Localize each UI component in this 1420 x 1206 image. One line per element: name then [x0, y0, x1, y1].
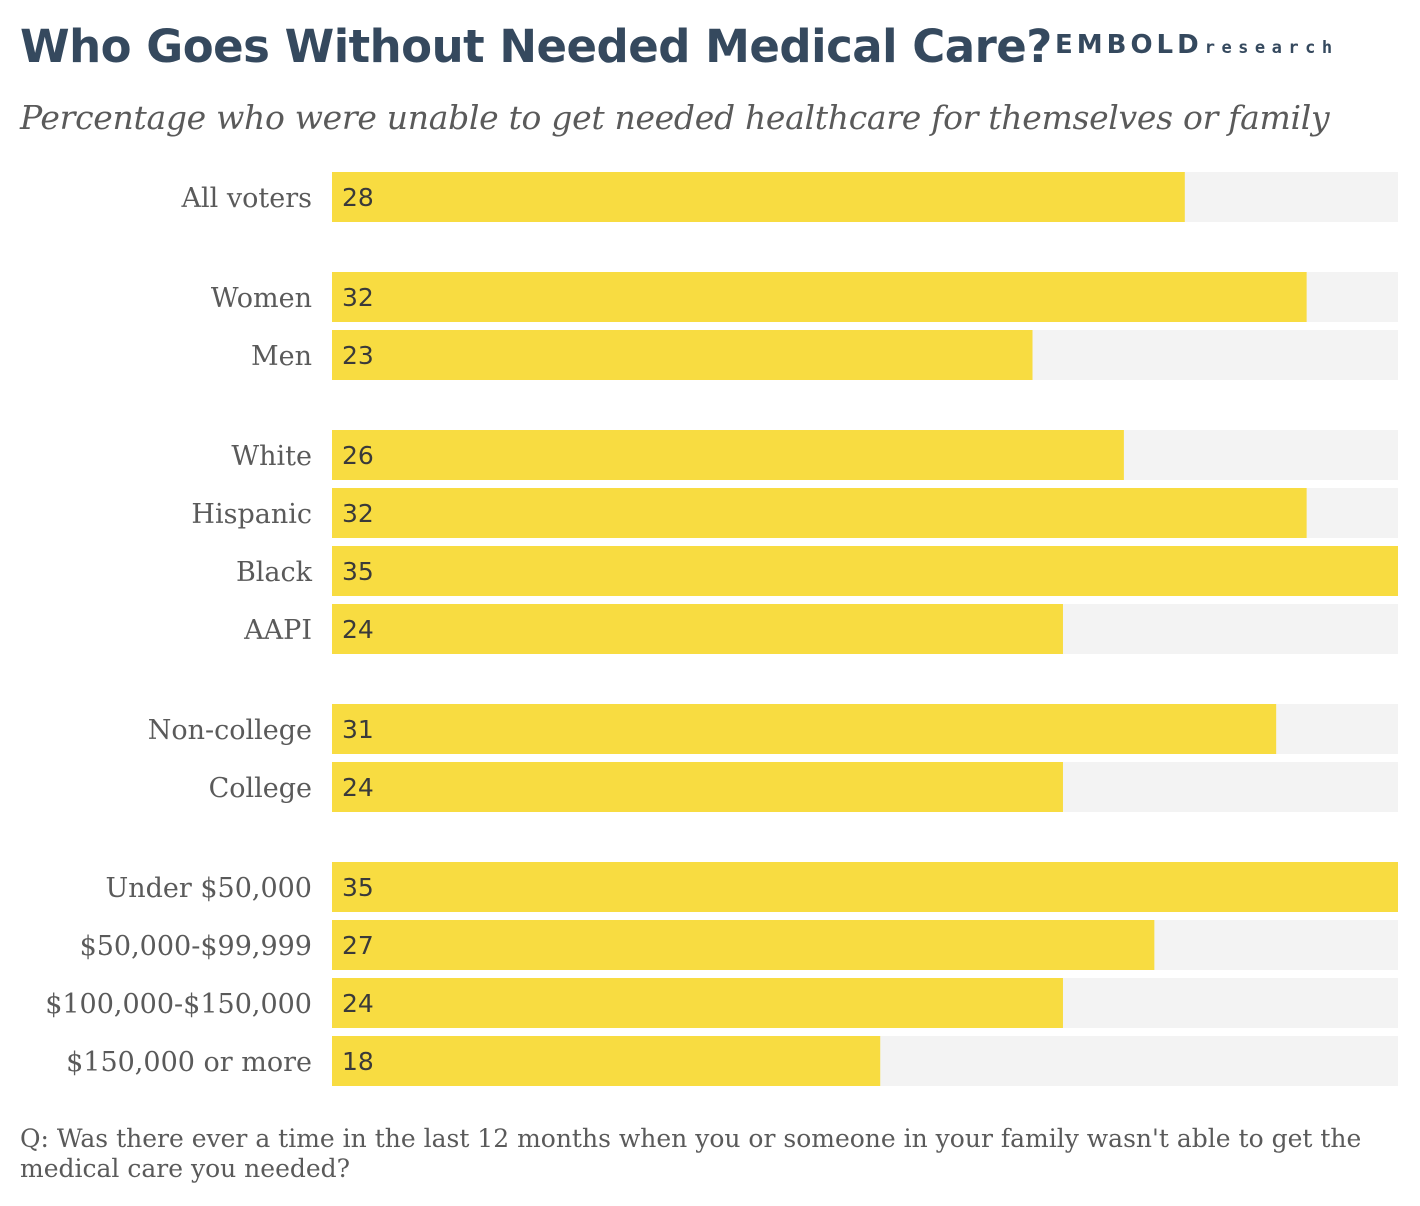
category-label-college: College	[209, 773, 312, 804]
bar-all-voters	[332, 172, 1185, 222]
bar-white	[332, 430, 1124, 480]
bar-hispanic	[332, 488, 1307, 538]
category-label-aapi: AAPI	[243, 615, 312, 646]
logo-main-text: EMBOLD	[1055, 30, 1203, 60]
value-label-100-000-150-000: 24	[342, 989, 374, 1018]
logo-sub-text: research	[1204, 38, 1339, 58]
bar-150-000-or-more	[332, 1036, 881, 1086]
bar-black	[332, 546, 1398, 596]
category-label-non-college: Non-college	[148, 715, 312, 746]
bar-aapi	[332, 604, 1063, 654]
category-label-100-000-150-000: $100,000-$150,000	[45, 989, 312, 1020]
category-label-men: Men	[251, 341, 312, 372]
value-label-hispanic: 32	[342, 499, 374, 528]
category-label-black: Black	[236, 557, 313, 588]
value-label-150-000-or-more: 18	[342, 1047, 374, 1076]
category-label-50-000-99-999: $50,000-$99,999	[80, 931, 312, 962]
bar-men	[332, 330, 1033, 380]
value-label-50-000-99-999: 27	[342, 931, 374, 960]
value-label-all-voters: 28	[342, 183, 374, 212]
chart-subtitle: Percentage who were unable to get needed…	[20, 98, 1330, 137]
value-label-black: 35	[342, 557, 374, 586]
bar-100-000-150-000	[332, 978, 1063, 1028]
bar-50-000-99-999	[332, 920, 1155, 970]
category-label-women: Women	[211, 283, 312, 314]
category-label-under-50-000: Under $50,000	[105, 873, 312, 904]
chart-title: Who Goes Without Needed Medical Care?	[20, 20, 1052, 73]
bar-chart: All voters 28 Women 32 Men 23 White 26 Hispanic 3…	[45, 172, 1398, 1086]
survey-question-footnote: Q: Was there ever a time in the last 12 …	[20, 1124, 1362, 1183]
bar-college	[332, 762, 1063, 812]
value-label-aapi: 24	[342, 615, 374, 644]
value-label-women: 32	[342, 283, 374, 312]
embold-research-logo: EMBOLD research	[1055, 30, 1339, 60]
category-label-white: White	[231, 441, 312, 472]
value-label-men: 23	[342, 341, 374, 370]
category-label-150-000-or-more: $150,000 or more	[66, 1047, 312, 1078]
bar-women	[332, 272, 1307, 322]
value-label-white: 26	[342, 441, 374, 470]
value-label-under-50-000: 35	[342, 873, 374, 902]
value-label-non-college: 31	[342, 715, 374, 744]
category-label-hispanic: Hispanic	[191, 499, 312, 530]
bar-under-50-000	[332, 862, 1398, 912]
value-label-college: 24	[342, 773, 374, 802]
bar-non-college	[332, 704, 1277, 754]
category-label-all-voters: All voters	[181, 183, 312, 214]
